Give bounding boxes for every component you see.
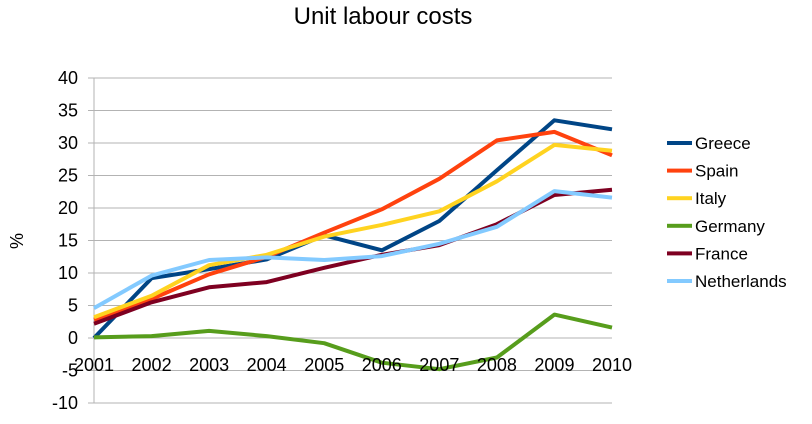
x-tick-label: 2010	[592, 355, 632, 375]
legend-label: Netherlands	[695, 272, 787, 291]
y-tick-label: 35	[58, 101, 78, 121]
y-tick-label: 0	[68, 328, 78, 348]
y-axis-tick-labels: -10 -5 0 5 10 15 20 25 30 35 40	[52, 68, 78, 413]
y-tick-label: -10	[52, 393, 78, 413]
x-tick-label: 2006	[362, 355, 402, 375]
series-lines	[92, 118, 613, 372]
series-line-germany	[93, 312, 613, 372]
y-tick-label: 30	[58, 133, 78, 153]
y-tick-label: 15	[58, 231, 78, 251]
x-tick-label: 2007	[419, 355, 459, 375]
legend-label: Italy	[695, 189, 727, 208]
legend-swatch	[667, 196, 692, 201]
x-tick-label: 2004	[247, 355, 287, 375]
x-tick-label: 2009	[534, 355, 574, 375]
x-tick-label: 2002	[132, 355, 172, 375]
legend-label: Germany	[695, 217, 765, 236]
y-axis-label: %	[7, 233, 27, 249]
x-tick-label: 2008	[477, 355, 517, 375]
series-line-greece	[92, 118, 613, 340]
series-line-netherlands	[93, 189, 613, 310]
y-tick-label: -5	[62, 361, 78, 381]
legend-label: Spain	[695, 162, 738, 181]
y-tick-label: 25	[58, 166, 78, 186]
y-tick-label: 5	[68, 296, 78, 316]
x-tick-label: 2005	[304, 355, 344, 375]
series-line-italy	[93, 142, 613, 320]
chart-title: Unit labour costs	[294, 3, 473, 30]
x-tick-label: 2001	[74, 355, 114, 375]
legend: Greece Spain Italy Germany France Netherlands	[667, 134, 787, 291]
legend-label: Greece	[695, 134, 751, 153]
x-tick-label: 2003	[189, 355, 229, 375]
legend-swatch	[667, 251, 692, 256]
legend-swatch	[667, 141, 692, 145]
legend-swatch	[667, 223, 692, 228]
y-tick-label: 10	[58, 263, 78, 283]
legend-label: France	[695, 244, 748, 263]
legend-swatch	[667, 168, 692, 173]
legend-swatch	[667, 279, 692, 283]
x-axis-tick-labels: 2001 2002 2003 2004 2005 2006 2007 2008 2009 2010	[74, 355, 632, 375]
y-tick-label: 20	[58, 198, 78, 218]
series-line-spain	[93, 129, 613, 322]
y-tick-label: 40	[58, 68, 78, 88]
